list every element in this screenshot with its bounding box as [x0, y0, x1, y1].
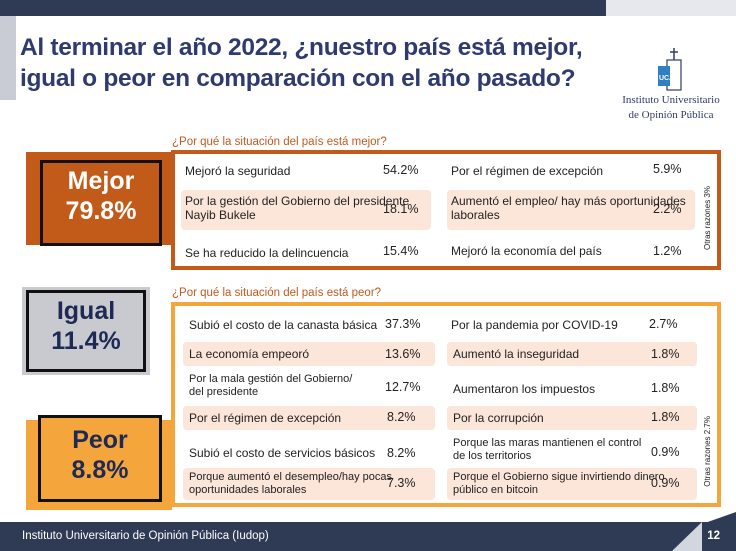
mejor-label: Mejor	[67, 167, 135, 195]
peor-question: ¿Por qué la situación del país está peor…	[172, 287, 382, 299]
slide-title: Al terminar el año 2022, ¿nuestro país e…	[20, 34, 583, 92]
mejor-reasons-panel: Mejoró la seguridad 54.2% Por la gestión…	[171, 150, 721, 270]
reason-value: 1.2%	[653, 244, 682, 258]
reason-value: 1.8%	[651, 410, 680, 424]
reason-label: Mejoró la economía del país	[451, 244, 602, 258]
reason-value: 15.4%	[383, 244, 419, 258]
reason-label: Por la gestión del Gobierno del presiden…	[181, 190, 431, 230]
reason-label: Porque las maras mantienen el control de…	[453, 437, 642, 462]
logo-mark-text: UCA	[659, 75, 674, 82]
reason-value: 7.3%	[387, 476, 416, 490]
igual-box: Igual 11.4%	[26, 290, 146, 372]
peor-reasons-panel: Subió el costo de la canasta básica 37.3…	[171, 302, 721, 507]
reason-value: 37.3%	[385, 317, 421, 331]
igual-value: 11.4%	[51, 327, 121, 355]
reason-label: Mejoró la seguridad	[185, 164, 291, 178]
reason-label: La economía empeoró	[183, 342, 435, 366]
mejor-box: Mejor 79.8%	[40, 160, 162, 246]
reason-value: 18.1%	[383, 202, 419, 216]
reason-label: Por el régimen de excepción	[451, 164, 604, 178]
logo-line-2: de Opinión Pública	[628, 109, 714, 121]
reason-value: 1.8%	[651, 381, 680, 395]
footer-source: Instituto Universitario de Opinión Públi…	[22, 530, 269, 542]
reason-value: 8.2%	[387, 446, 416, 460]
reason-label: Subió el costo de servicios básicos	[189, 446, 376, 460]
mejor-question: ¿Por qué la situación del país está mejo…	[172, 136, 387, 148]
reason-label: Por la pandemia por COVID-19	[451, 318, 618, 332]
mejor-other-reasons: Otras razones 3%	[703, 186, 712, 251]
reason-label: Porque el Gobierno sigue invirtiendo din…	[447, 468, 697, 500]
iudop-logo: UCA Instituto Universitario de Opinión P…	[612, 48, 730, 122]
peor-box: Peor 8.8%	[38, 415, 162, 502]
top-bar-accent	[606, 0, 736, 16]
reason-label: Por la corrupción	[447, 406, 697, 430]
reason-value: 12.7%	[385, 380, 421, 394]
mejor-value: 79.8%	[65, 197, 137, 225]
reason-value: 54.2%	[383, 163, 419, 177]
top-bar	[0, 0, 736, 16]
peor-label: Peor	[72, 426, 128, 454]
reason-label: Aumentó el empleo/ hay más oportunidades…	[447, 190, 695, 230]
logo-line-1: Instituto Universitario	[622, 94, 720, 106]
reason-label: Subió el costo de la canasta básica	[189, 318, 378, 332]
reason-value: 2.7%	[649, 317, 678, 331]
uca-logo-icon: UCA	[658, 48, 682, 91]
reason-value: 13.6%	[385, 347, 421, 361]
peor-value: 8.8%	[71, 456, 129, 484]
igual-label: Igual	[56, 297, 116, 325]
reason-label: Por la mala gestión del Gobierno/ del pr…	[189, 373, 353, 398]
reason-value: 2.2%	[653, 202, 682, 216]
reason-label: Aumentó la inseguridad	[447, 342, 697, 366]
reason-value: 0.9%	[651, 476, 680, 490]
title-accent-strip	[0, 16, 16, 100]
reason-label: Porque aumentó el desempleo/hay pocas op…	[183, 468, 435, 500]
reason-value: 5.9%	[653, 162, 682, 176]
reason-label: Por el régimen de excepción	[183, 406, 435, 430]
reason-label: Aumentaron los impuestos	[453, 382, 596, 396]
reason-label: Se ha reducido la delincuencia	[185, 246, 349, 260]
reason-value: 1.8%	[651, 347, 680, 361]
reason-value: 0.9%	[651, 445, 680, 459]
reason-value: 8.2%	[387, 410, 416, 424]
peor-other-reasons: Otras razones 2.7%	[703, 416, 712, 487]
page-number: 12	[707, 530, 720, 542]
footer-bar	[0, 522, 736, 551]
footer-corner-accent	[672, 522, 702, 551]
